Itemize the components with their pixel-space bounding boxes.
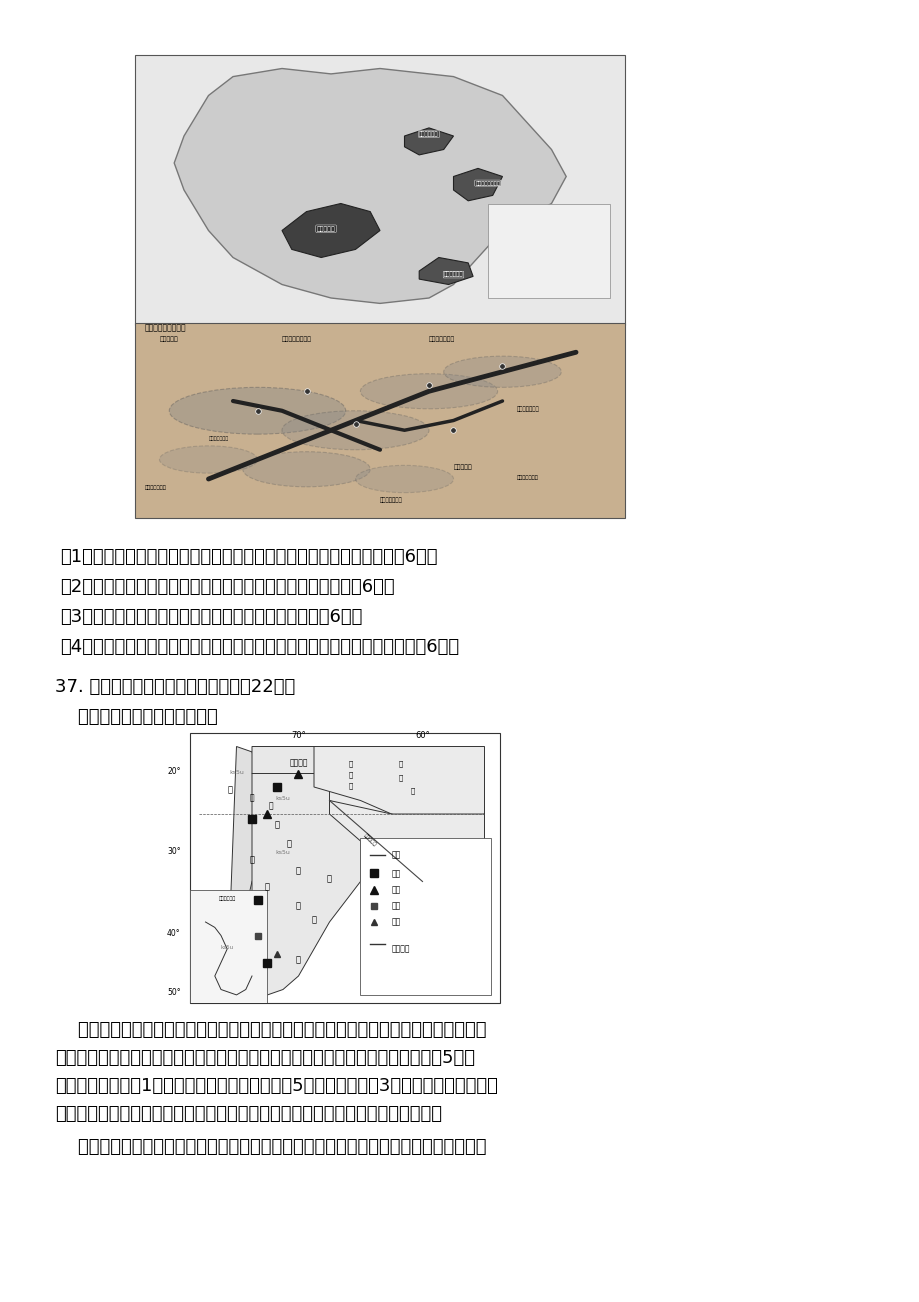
Text: 材料三：巴拉那河、乌拉圭河上中游河道险滩、急流瀑布密集，河水含沙量大，汇合后: 材料三：巴拉那河、乌拉圭河上中游河道险滩、急流瀑布密集，河水含沙量大，汇合后: [55, 1138, 486, 1156]
Text: 50°: 50°: [167, 988, 180, 997]
Text: 30°: 30°: [167, 848, 180, 857]
Text: 根: 根: [296, 866, 301, 875]
Polygon shape: [419, 258, 472, 285]
Text: 太: 太: [228, 785, 233, 794]
Ellipse shape: [282, 410, 428, 449]
Text: 60°: 60°: [414, 732, 429, 741]
Bar: [135, 55, 624, 326]
Text: 20°: 20°: [167, 767, 180, 776]
Polygon shape: [360, 841, 422, 881]
Ellipse shape: [169, 388, 346, 434]
Text: 洋: 洋: [296, 956, 301, 965]
Text: 大: 大: [326, 875, 332, 884]
Text: 河流湖泊: 河流湖泊: [391, 944, 410, 953]
Text: 70°: 70°: [290, 732, 305, 741]
Text: 西: 西: [312, 915, 316, 924]
Text: 重庆都市圈: 重庆都市圈: [453, 465, 471, 470]
Text: 科尔科瓦多湾: 科尔科瓦多湾: [219, 896, 235, 901]
Text: 西: 西: [398, 773, 403, 780]
Text: 智利煤、石油、天然气等化石能源短缺，国内电力主要依靠进口化石能源作燃料。: 智利煤、石油、天然气等化石能源短缺，国内电力主要依靠进口化石能源作燃料。: [55, 1105, 441, 1124]
Text: 阳: 阳: [274, 820, 279, 829]
Text: 成都都市圈: 成都都市圈: [159, 336, 178, 341]
Text: 川南城镇聚集区: 川南城镇聚集区: [209, 436, 229, 441]
Text: 川南城镇聚集区: 川南城镇聚集区: [144, 484, 166, 490]
Text: 近通广城镇聚集区: 近通广城镇聚集区: [282, 336, 312, 341]
Text: 拉: 拉: [411, 788, 414, 794]
Text: 拉: 拉: [348, 771, 353, 777]
Ellipse shape: [360, 374, 497, 409]
Text: ks5u: ks5u: [276, 797, 290, 802]
Text: 阿: 阿: [287, 840, 291, 849]
Text: 巴: 巴: [398, 760, 403, 767]
Bar: [190, 733, 499, 1003]
Text: （1）分析成渝城市群发展为中国第四大城市群的主要社会经济优势。（6分）: （1）分析成渝城市群发展为中国第四大城市群的主要社会经济优势。（6分）: [60, 548, 437, 566]
Text: 粤港澳大湾区: 粤港澳大湾区: [443, 272, 463, 277]
Bar: [487, 203, 609, 298]
Text: 利: 利: [265, 883, 269, 892]
Polygon shape: [329, 801, 484, 881]
Text: 巴: 巴: [348, 760, 353, 767]
Ellipse shape: [443, 357, 561, 388]
Text: 圭: 圭: [348, 783, 353, 789]
Text: 长江三角洲城市群: 长江三角洲城市群: [475, 181, 500, 186]
Text: 根廷拉普拉: 根廷拉普拉: [362, 833, 377, 848]
Text: ks5u: ks5u: [229, 769, 244, 775]
Text: 石油: 石油: [391, 918, 401, 927]
Polygon shape: [252, 746, 360, 814]
Text: 安: 安: [268, 802, 273, 811]
Text: （2）概括成渝城市群范围内不同等级城市的空间分布特征。（6分）: （2）概括成渝城市群范围内不同等级城市的空间分布特征。（6分）: [60, 578, 394, 596]
Text: 达万城镇聚集区: 达万城镇聚集区: [428, 336, 455, 341]
Text: 川东城镇聚集区: 川东城镇聚集区: [516, 475, 539, 480]
Text: 智: 智: [249, 793, 254, 802]
Bar: [190, 889, 267, 1003]
Text: （3）分析山城重庆发展为一座特大城市的自然条件。（6分）: （3）分析山城重庆发展为一座特大城市的自然条件。（6分）: [60, 608, 362, 626]
Bar: [135, 323, 624, 518]
Text: 材料二：智利金属矿产资源丰富，是世界上铜矿储量最丰富、产量最大、出口最多的国: 材料二：智利金属矿产资源丰富，是世界上铜矿储量最丰富、产量最大、出口最多的国: [55, 1021, 486, 1039]
Ellipse shape: [243, 452, 369, 487]
Polygon shape: [313, 746, 484, 828]
Polygon shape: [252, 773, 360, 995]
Polygon shape: [282, 203, 380, 258]
Ellipse shape: [355, 465, 453, 492]
Bar: [360, 838, 490, 995]
Text: 国界: 国界: [391, 850, 401, 859]
Text: 京津冀城市群: 京津冀城市群: [419, 132, 438, 137]
Text: 家，被誉为铜矿之国。铜工业是智利国民经济的重要支柱，据统计，智利人每创造5美元: 家，被誉为铜矿之国。铜工业是智利国民经济的重要支柱，据统计，智利人每创造5美元: [55, 1049, 474, 1068]
Text: 成渝城市群: 成渝城市群: [316, 227, 335, 232]
Text: 材料一：南美洲部分区域图。: 材料一：南美洲部分区域图。: [55, 708, 218, 727]
Text: 国内生产总值。有1美元与铜矿相关；智利每出口5美元商品，其中3美元是铜产品。但是，: 国内生产总值。有1美元与铜矿相关；智利每出口5美元商品，其中3美元是铜产品。但是…: [55, 1077, 497, 1095]
Text: ks5u: ks5u: [221, 945, 233, 950]
Text: （4）根据材料，提出重庆和成都两个核心城市在未来合作中的注意事项。（6分）: （4）根据材料，提出重庆和成都两个核心城市在未来合作中的注意事项。（6分）: [60, 638, 459, 656]
Text: 玻利维亚: 玻利维亚: [289, 758, 308, 767]
Polygon shape: [404, 128, 453, 155]
Text: 煤矿: 煤矿: [391, 901, 401, 910]
Ellipse shape: [159, 445, 257, 473]
Text: 37. 阅读图文材料，完成下列要求。（22分）: 37. 阅读图文材料，完成下列要求。（22分）: [55, 678, 295, 697]
Polygon shape: [453, 168, 502, 201]
Text: 川南城镇聚集区: 川南城镇聚集区: [380, 497, 403, 504]
Text: 川北城镇聚集区: 川北城镇聚集区: [516, 406, 539, 411]
Polygon shape: [227, 746, 267, 990]
Text: 铜矿: 铜矿: [391, 868, 401, 878]
Polygon shape: [174, 69, 565, 303]
Text: 铁矿: 铁矿: [391, 885, 401, 894]
Text: 成渝城市市群范围图: 成渝城市市群范围图: [144, 324, 187, 333]
Text: 第: 第: [249, 855, 255, 865]
Text: 廷: 廷: [296, 901, 301, 910]
Polygon shape: [329, 773, 391, 814]
Text: 40°: 40°: [167, 928, 180, 937]
Text: ks5u: ks5u: [276, 850, 290, 855]
